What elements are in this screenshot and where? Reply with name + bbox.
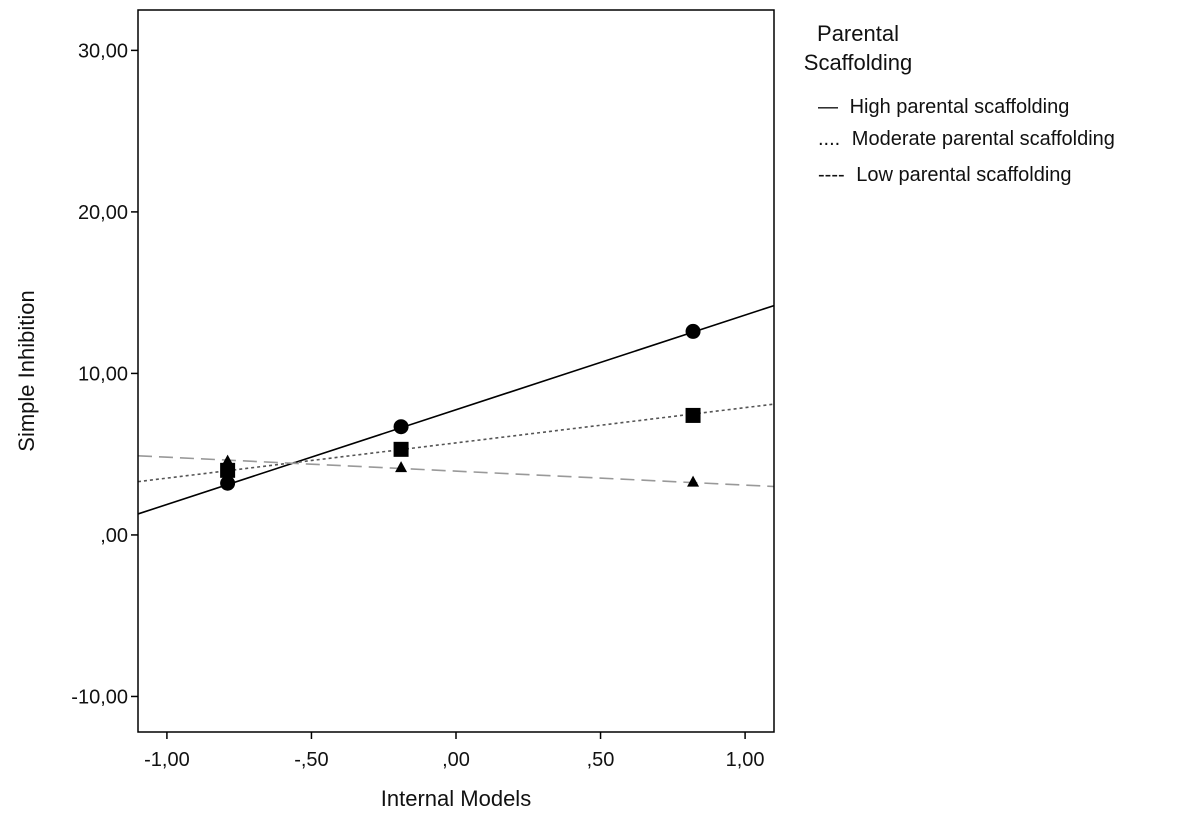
x-tick-label: -1,00 xyxy=(144,749,190,771)
x-tick-label: 1,00 xyxy=(726,749,765,771)
data-point-high xyxy=(685,323,701,339)
y-axis-ticks: -10,00 ,00 10,00 20,00 30,00 xyxy=(71,40,138,708)
data-markers xyxy=(220,323,701,491)
data-point-moderate xyxy=(220,462,236,478)
x-axis-title: Internal Models xyxy=(381,786,531,811)
legend-entry-low-label: Low parental scaffolding xyxy=(856,164,1071,186)
legend-entry-high-swatch: — xyxy=(818,96,838,118)
y-tick-label: 20,00 xyxy=(78,202,128,224)
legend-entry-moderate-swatch: .... xyxy=(818,128,840,150)
legend-entry-high-label: High parental scaffolding xyxy=(850,96,1070,118)
legend-entry-low: ---- Low parental scaffolding xyxy=(818,164,1072,186)
legend-title-line-2: Scaffolding xyxy=(804,50,912,75)
fit-line-low xyxy=(137,454,775,488)
data-point-low xyxy=(395,461,408,473)
y-tick-label: 30,00 xyxy=(78,40,128,62)
legend-entry-moderate: .... Moderate parental scaffolding xyxy=(818,128,1115,150)
data-point-low xyxy=(687,475,700,487)
x-tick-label: -,50 xyxy=(294,749,328,771)
x-axis-ticks: -1,00 -,50 ,00 ,50 1,00 xyxy=(144,732,765,771)
x-tick-label: ,00 xyxy=(442,749,470,771)
y-tick-label: 10,00 xyxy=(78,363,128,385)
legend-title-line-1: Parental xyxy=(817,21,899,46)
fit-line-high xyxy=(137,304,775,515)
data-point-moderate xyxy=(685,407,701,423)
data-point-moderate xyxy=(393,441,409,457)
data-point-high xyxy=(393,419,409,435)
y-tick-label: ,00 xyxy=(100,525,128,547)
legend-entry-high: — High parental scaffolding xyxy=(818,96,1069,118)
legend: Parental Scaffolding — High parental sca… xyxy=(804,21,1115,186)
x-tick-label: ,50 xyxy=(587,749,615,771)
data-point-low xyxy=(221,454,234,466)
plot-frame xyxy=(137,9,775,733)
y-tick-label: -10,00 xyxy=(71,686,128,708)
legend-entry-low-swatch: ---- xyxy=(818,164,845,186)
legend-entry-moderate-label: Moderate parental scaffolding xyxy=(852,128,1115,150)
data-point-high xyxy=(220,475,236,491)
fit-lines xyxy=(137,304,775,515)
fit-line-moderate xyxy=(137,403,775,483)
y-axis-title: Simple Inhibition xyxy=(14,290,39,451)
plot-area xyxy=(137,304,775,515)
